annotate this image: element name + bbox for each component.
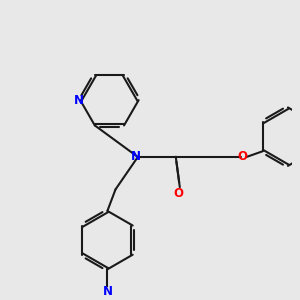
Text: N: N xyxy=(131,150,141,164)
Text: O: O xyxy=(173,187,183,200)
Text: N: N xyxy=(74,94,84,106)
Text: O: O xyxy=(238,150,248,164)
Text: N: N xyxy=(102,285,112,298)
